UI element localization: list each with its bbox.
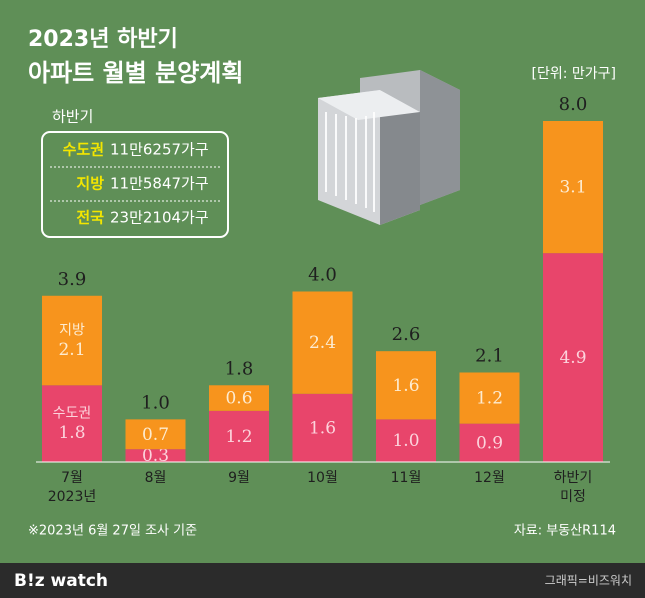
bar-segment <box>376 419 436 462</box>
total-label: 3.9 <box>58 269 87 290</box>
summary-label: 수도권 <box>63 141 104 159</box>
summary-title: 하반기 <box>52 108 93 126</box>
bar-segment <box>543 121 603 254</box>
chart-title: 2023년 하반기 <box>28 27 178 52</box>
x-tick-label: 미정 <box>560 489 586 505</box>
value-label: 3.1 <box>559 178 586 198</box>
credit: 그래픽=비즈워치 <box>545 574 632 588</box>
bar-segment <box>376 351 436 420</box>
total-label: 4.0 <box>308 265 337 286</box>
segment-name: 수도권 <box>53 406 92 422</box>
value-label: 1.6 <box>309 418 336 438</box>
value-label: 2.1 <box>58 340 85 360</box>
footer-bar <box>0 563 645 598</box>
x-tick-label: 하반기 <box>554 470 593 486</box>
x-tick-label: 2023년 <box>48 489 97 505</box>
value-label: 1.6 <box>392 376 419 396</box>
bar-segment <box>459 423 520 462</box>
source: 자료: 부동산R114 <box>514 524 616 539</box>
x-tick-label: 11월 <box>391 470 422 486</box>
building-illustration <box>318 70 460 225</box>
value-label: 0.7 <box>142 425 169 445</box>
value-label: 1.8 <box>58 423 85 443</box>
total-label: 2.1 <box>475 345 504 366</box>
chart-subtitle: 아파트 월별 분양계획 <box>28 59 243 87</box>
value-label: 4.9 <box>559 348 586 368</box>
value-label: 0.3 <box>142 446 169 466</box>
unit-label: [단위: 만가구] <box>532 66 617 82</box>
summary-box <box>41 131 229 238</box>
x-tick-label: 9월 <box>228 470 250 486</box>
bar-segment <box>125 419 186 450</box>
value-label: 1.2 <box>476 389 503 409</box>
value-label: 0.9 <box>476 433 503 453</box>
bar-segment <box>42 385 102 462</box>
bar-segment <box>459 372 520 424</box>
value-label: 1.2 <box>225 427 252 447</box>
summary-value: 23만2104가구 <box>110 209 209 227</box>
x-tick-label: 7월 <box>61 470 83 486</box>
summary-value: 11만6257가구 <box>110 141 209 159</box>
total-label: 2.6 <box>392 324 421 345</box>
bar-segment <box>292 393 353 462</box>
total-label: 8.0 <box>559 94 588 115</box>
bar-segment <box>209 385 269 411</box>
bar-segment <box>42 295 102 386</box>
x-tick-label: 8월 <box>145 470 167 486</box>
bar-segment <box>543 253 603 462</box>
footnote: ※2023년 6월 27일 조사 기준 <box>28 524 197 539</box>
total-label: 1.8 <box>225 358 254 379</box>
bar-segment <box>292 291 353 394</box>
value-label: 0.6 <box>225 389 252 409</box>
value-label: 2.4 <box>309 333 336 353</box>
bar-segment <box>125 449 186 462</box>
summary-value: 11만5847가구 <box>110 175 209 193</box>
x-tick-label: 10월 <box>307 470 338 486</box>
bar-segment <box>209 410 269 462</box>
total-label: 1.0 <box>141 392 170 413</box>
summary-label: 지방 <box>76 175 104 193</box>
summary-label: 전국 <box>76 209 104 227</box>
x-tick-label: 12월 <box>474 470 505 486</box>
brand: B!z watch <box>14 571 108 591</box>
value-label: 1.0 <box>392 431 419 451</box>
segment-name: 지방 <box>59 323 85 339</box>
